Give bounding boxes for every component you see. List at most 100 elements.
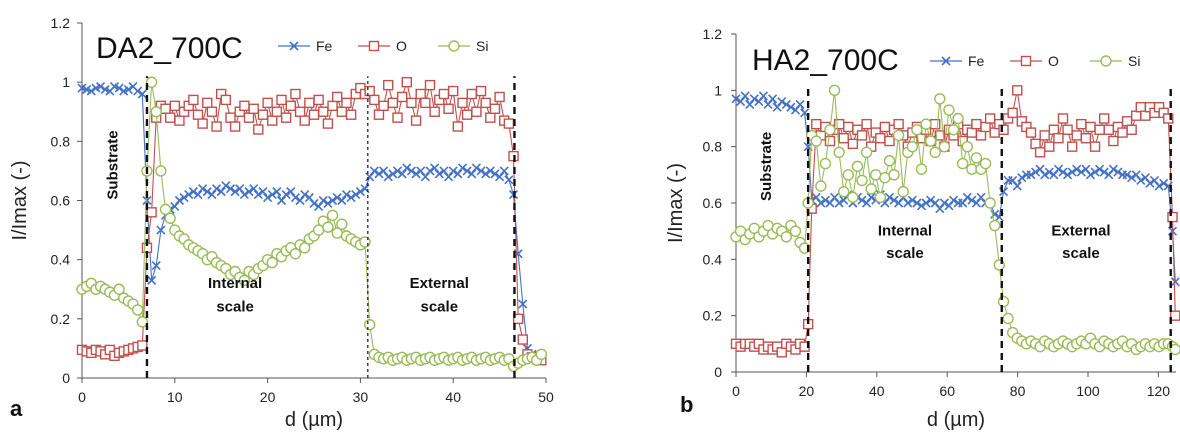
y-tick-label: 0.4 xyxy=(703,251,723,267)
data-point xyxy=(816,198,826,208)
data-point xyxy=(856,174,868,187)
data-point xyxy=(295,195,305,206)
data-point xyxy=(244,187,254,197)
y-tick-label: 0.2 xyxy=(51,311,71,327)
data-point xyxy=(351,190,361,200)
data-point xyxy=(1154,181,1164,191)
data-point xyxy=(1076,118,1087,130)
data-point xyxy=(238,274,251,287)
data-point xyxy=(133,86,143,96)
data-point xyxy=(866,192,876,202)
data-point xyxy=(893,118,904,130)
x-tick-label: 120 xyxy=(1147,383,1171,399)
data-point xyxy=(453,169,463,179)
data-point xyxy=(415,88,426,100)
data-point xyxy=(1053,133,1064,144)
data-point xyxy=(861,118,872,130)
data-point xyxy=(439,166,449,176)
data-point xyxy=(948,195,959,205)
annotation-internal: Internal xyxy=(208,275,262,292)
data-point xyxy=(1025,127,1037,138)
data-point xyxy=(145,76,158,88)
data-point xyxy=(1145,178,1155,188)
data-point xyxy=(1053,164,1063,174)
data-point xyxy=(1159,178,1169,188)
series-line-o xyxy=(81,80,542,361)
data-point xyxy=(294,106,306,117)
data-point xyxy=(220,94,232,106)
data-point xyxy=(309,198,319,209)
data-point xyxy=(95,82,106,92)
data-point xyxy=(1108,164,1118,174)
data-point xyxy=(364,85,375,97)
data-point xyxy=(142,195,152,206)
data-point xyxy=(889,195,899,205)
data-point xyxy=(494,91,505,103)
data-point xyxy=(824,124,836,136)
data-point xyxy=(253,124,264,135)
data-point xyxy=(147,275,157,285)
data-point xyxy=(924,135,937,147)
data-point xyxy=(517,334,528,345)
series-si xyxy=(730,84,1180,356)
data-point xyxy=(113,283,125,295)
data-point xyxy=(164,212,176,224)
data-point xyxy=(452,121,464,132)
data-point xyxy=(1094,124,1105,135)
y-tick-label: 0.8 xyxy=(51,133,71,149)
data-point xyxy=(448,166,458,176)
data-point xyxy=(192,109,204,120)
data-point xyxy=(838,133,849,144)
data-point xyxy=(206,106,218,117)
data-point xyxy=(406,97,417,109)
legend-marker xyxy=(289,41,299,51)
data-point xyxy=(396,91,408,103)
data-point xyxy=(174,115,185,126)
data-point xyxy=(915,163,928,175)
data-point xyxy=(169,100,181,112)
data-point xyxy=(934,130,946,141)
data-point xyxy=(211,184,222,194)
data-point xyxy=(883,155,896,167)
data-point xyxy=(137,89,147,99)
data-point xyxy=(1140,110,1151,121)
data-point xyxy=(875,133,886,144)
data-point xyxy=(768,94,778,104)
data-point xyxy=(146,207,157,218)
x-axis-label: d (µm) xyxy=(285,409,343,431)
data-point xyxy=(448,85,459,97)
data-point xyxy=(373,109,385,120)
data-point xyxy=(1163,113,1174,124)
data-point xyxy=(136,316,149,328)
data-point xyxy=(131,304,144,316)
data-point xyxy=(916,201,927,211)
data-point xyxy=(174,195,185,206)
data-point xyxy=(322,221,334,233)
data-point xyxy=(475,85,487,97)
legend-marker xyxy=(941,56,951,66)
y-tick-label: 0.8 xyxy=(703,139,723,155)
data-point xyxy=(289,248,302,260)
data-point xyxy=(929,146,941,159)
data-point xyxy=(327,100,338,112)
data-point xyxy=(819,157,832,170)
data-point xyxy=(392,166,403,176)
x-tick-label: 60 xyxy=(939,383,955,399)
data-point xyxy=(795,99,805,109)
data-point xyxy=(424,79,436,91)
data-point xyxy=(518,299,528,309)
data-point xyxy=(856,130,868,141)
y-tick-label: 0.4 xyxy=(51,252,71,268)
data-point xyxy=(874,191,887,204)
data-point xyxy=(789,225,802,237)
data-point xyxy=(820,195,830,205)
data-point xyxy=(383,79,394,91)
data-point xyxy=(262,97,273,109)
legend: Fe O Si xyxy=(278,38,488,54)
data-point xyxy=(1012,181,1022,191)
data-point xyxy=(86,86,96,96)
legend-marker xyxy=(368,40,380,52)
data-point xyxy=(989,127,1000,138)
data-point xyxy=(884,135,895,147)
